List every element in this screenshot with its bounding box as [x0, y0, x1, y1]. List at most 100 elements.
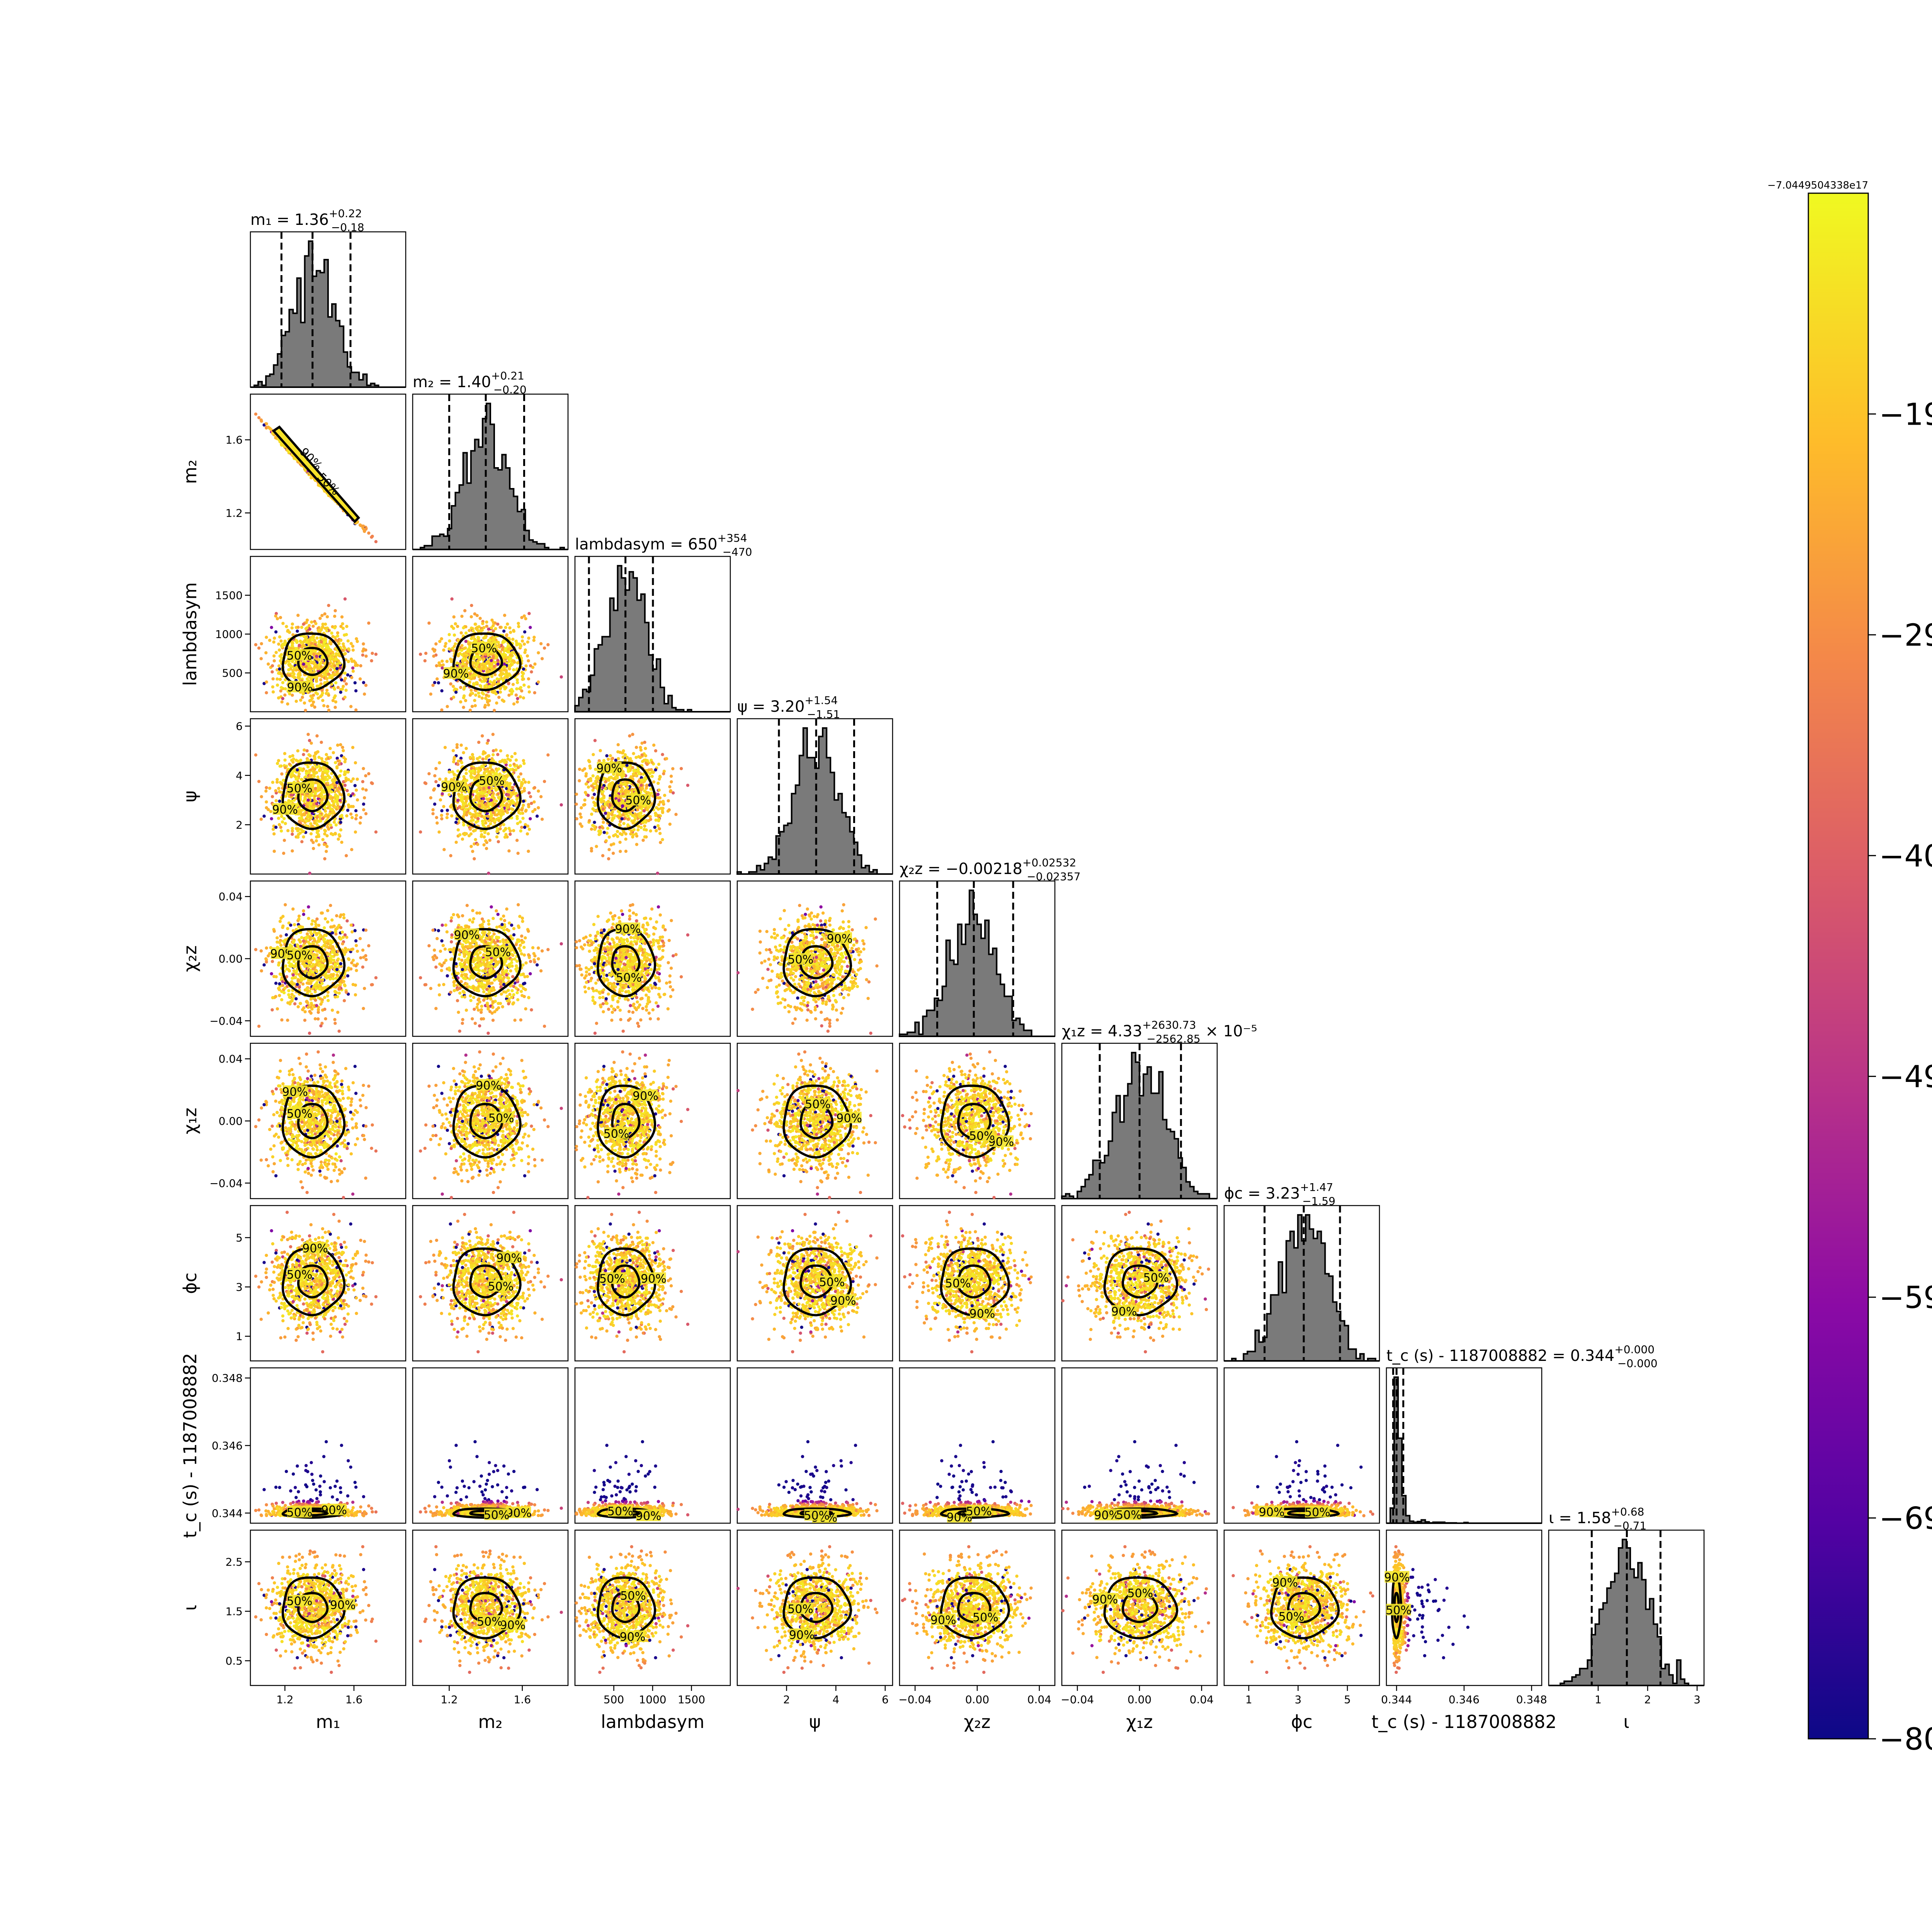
sample-point	[506, 754, 509, 757]
sample-point	[362, 525, 365, 528]
sample-point	[291, 833, 294, 836]
sample-point	[522, 778, 525, 781]
sample-point	[333, 687, 336, 690]
sample-point	[344, 652, 347, 655]
sample-point	[532, 639, 536, 642]
sample-point	[521, 672, 524, 675]
sample-point	[296, 629, 299, 633]
sample-point	[316, 692, 319, 696]
sample-point	[257, 780, 260, 783]
sample-point	[304, 636, 307, 639]
sample-point	[483, 677, 486, 680]
sample-point	[310, 742, 313, 745]
sample-point	[274, 630, 277, 633]
sample-point	[516, 701, 519, 704]
sample-point	[352, 670, 355, 673]
sample-point	[280, 829, 283, 832]
sample-point	[278, 799, 281, 803]
sample-point	[499, 687, 502, 690]
sample-point	[521, 639, 524, 643]
sample-point	[356, 777, 359, 781]
sample-point	[486, 667, 490, 670]
sample-point	[304, 627, 308, 630]
sample-point	[338, 666, 342, 669]
sample-point	[315, 802, 318, 805]
sample-point	[433, 803, 436, 806]
sample-point	[419, 653, 422, 656]
sample-point	[306, 815, 309, 818]
y-tick-label: 4	[236, 769, 243, 782]
sample-point	[254, 413, 257, 416]
sample-point	[354, 761, 357, 764]
sample-point	[329, 656, 332, 660]
sample-point	[338, 793, 342, 796]
sample-point	[339, 828, 342, 832]
sample-point	[283, 752, 286, 755]
sample-point	[300, 626, 303, 629]
sample-point	[352, 648, 355, 651]
sample-point	[431, 812, 434, 815]
sample-point	[454, 690, 457, 694]
sample-point	[254, 643, 257, 646]
sample-point	[350, 805, 353, 808]
sample-point	[340, 615, 344, 618]
sample-point	[456, 769, 459, 772]
sample-point	[291, 626, 294, 629]
sample-point	[362, 681, 365, 684]
contour-50-label: 50%	[287, 782, 313, 796]
sample-point	[304, 775, 307, 778]
sample-point	[267, 425, 270, 429]
sample-point	[298, 644, 301, 647]
sample-point	[481, 622, 484, 625]
sample-point	[476, 817, 480, 820]
sample-point	[362, 767, 365, 770]
sample-point	[323, 612, 326, 616]
sample-point	[370, 659, 373, 662]
sample-point	[488, 791, 491, 794]
sample-point	[312, 653, 315, 656]
marginal-title-m1: m₁ = 1.36+0.22 −0.18	[250, 207, 364, 234]
sample-point	[517, 622, 520, 625]
sample-point	[329, 756, 332, 759]
sample-point	[281, 622, 284, 625]
sample-point	[527, 850, 530, 853]
sample-point	[488, 685, 491, 688]
sample-point	[349, 705, 352, 708]
sample-point	[339, 639, 342, 642]
sample-point	[306, 619, 309, 622]
sample-point	[510, 692, 513, 695]
sample-point	[493, 689, 496, 692]
sample-point	[511, 651, 514, 654]
sample-point	[512, 702, 515, 706]
sample-point	[291, 622, 294, 626]
sample-point	[305, 772, 308, 775]
sample-point	[339, 690, 342, 694]
sample-point	[504, 656, 507, 659]
sample-point	[527, 685, 530, 689]
sample-point	[461, 662, 464, 665]
sample-point	[325, 677, 328, 680]
sample-point	[335, 766, 338, 769]
sample-point	[334, 793, 337, 796]
sample-point	[344, 696, 347, 699]
sample-point	[344, 597, 347, 600]
sample-point	[274, 614, 277, 617]
sample-point	[464, 631, 468, 634]
sample-point	[442, 805, 445, 808]
sample-point	[469, 756, 472, 759]
sample-point	[483, 835, 486, 838]
sample-point	[354, 708, 357, 711]
sample-point	[467, 642, 470, 645]
sample-point	[270, 817, 273, 820]
sample-point	[516, 678, 519, 681]
sample-point	[277, 817, 280, 820]
sample-point	[271, 664, 274, 667]
sample-point	[272, 640, 275, 643]
sample-point	[530, 670, 533, 673]
sample-point	[334, 681, 337, 684]
sample-point	[320, 741, 323, 744]
sample-point	[492, 624, 495, 627]
sample-point	[514, 752, 517, 755]
sample-point	[454, 622, 457, 625]
sample-point	[315, 751, 318, 754]
